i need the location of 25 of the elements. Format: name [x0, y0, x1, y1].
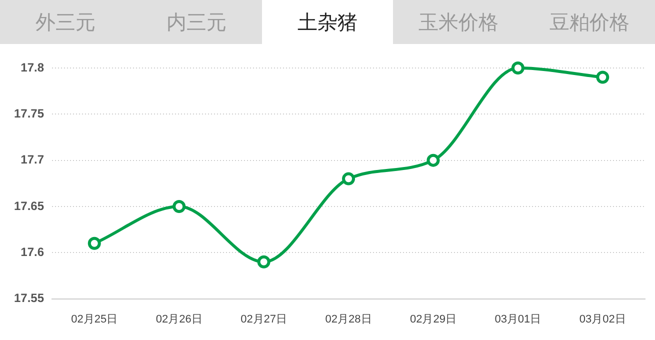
x-tick-label: 03月01日 — [494, 313, 542, 326]
point — [342, 172, 356, 186]
text: 外三元 — [34, 9, 96, 36]
x-tick-label: 02月29日 — [410, 313, 456, 326]
chart-title: 土杂猪 — [262, 0, 393, 44]
point — [88, 236, 101, 250]
y-tick-label: 17.6 — [20, 244, 44, 259]
y-tick-label: 17.65 — [14, 198, 44, 213]
x-tick-label: 02月27日 — [240, 313, 288, 326]
y-tick-label: 17.7 — [20, 152, 44, 167]
x-tick-label: 03月02日 — [579, 313, 626, 326]
text: 豆粕价格 — [548, 9, 630, 36]
x-tick-label: 02月25日 — [71, 313, 118, 326]
y-tick-label: 17.75 — [14, 106, 44, 120]
point — [511, 62, 524, 74]
point — [257, 255, 270, 268]
point — [596, 70, 610, 84]
point — [426, 154, 440, 167]
text: 玉米价格 — [418, 9, 500, 36]
text: 内三元 — [166, 9, 228, 36]
y-tick-label: 17.8 — [20, 60, 44, 74]
x-tick-label: 02月26日 — [156, 313, 202, 326]
y-tick-label: 17.55 — [14, 291, 44, 306]
x-tick-label: 02月28日 — [325, 313, 372, 326]
point — [172, 200, 186, 213]
